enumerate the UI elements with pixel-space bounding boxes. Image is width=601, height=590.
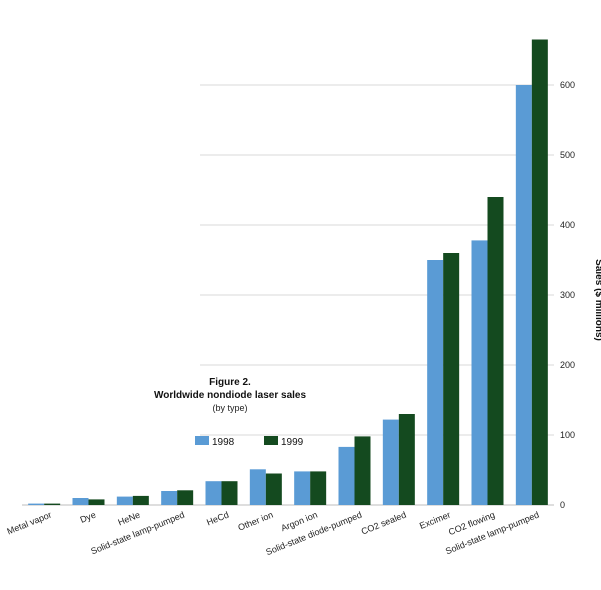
y-tick-label: 300 xyxy=(560,290,575,300)
bar-1998-6 xyxy=(294,471,311,505)
y-tick-label: 400 xyxy=(560,220,575,230)
legend-swatch-1998 xyxy=(195,436,209,445)
x-category-label: HeNe xyxy=(116,510,141,528)
bar-1998-5 xyxy=(249,469,266,505)
bar-1998-0 xyxy=(28,503,45,505)
bar-1998-7 xyxy=(338,446,355,505)
x-category-label: Metal vapor xyxy=(6,510,53,537)
legend: 1998 1999 xyxy=(195,436,304,448)
y-axis-title: Sales ($ millions) xyxy=(593,259,601,341)
bar-1999-2 xyxy=(132,495,149,505)
gridlines xyxy=(22,84,554,506)
bar-1999-11 xyxy=(531,39,548,505)
bar-1999-8 xyxy=(398,414,415,505)
bar-1998-9 xyxy=(427,260,444,505)
bars xyxy=(28,39,548,505)
y-tick-label: 100 xyxy=(560,430,575,440)
bar-1999-5 xyxy=(265,473,282,505)
bar-1999-4 xyxy=(221,481,238,505)
legend-label-1999: 1999 xyxy=(281,437,304,448)
bar-1999-6 xyxy=(310,471,327,505)
x-category-label: CO2 sealed xyxy=(360,510,408,537)
bar-1998-4 xyxy=(205,481,222,505)
y-tick-label: 0 xyxy=(560,500,565,510)
bar-1998-1 xyxy=(72,498,89,505)
y-tick-label: 200 xyxy=(560,360,575,370)
bar-1999-9 xyxy=(443,253,460,505)
bar-1999-3 xyxy=(177,490,194,505)
figure-subtitle: Worldwide nondiode laser sales xyxy=(154,390,307,401)
bar-1999-10 xyxy=(487,197,504,505)
figure-subtitle-2: (by type) xyxy=(212,403,247,413)
y-tick-label: 500 xyxy=(560,150,575,160)
x-category-label: HeCd xyxy=(205,510,230,528)
x-category-label: Dye xyxy=(79,510,98,525)
bar-1998-8 xyxy=(382,419,399,505)
bar-1999-0 xyxy=(44,503,61,505)
legend-label-1998: 1998 xyxy=(212,437,235,448)
y-tick-label: 600 xyxy=(560,80,575,90)
bar-1999-1 xyxy=(88,499,105,505)
y-axis-ticks: 0 100 200 300 400 500 600 xyxy=(560,80,575,510)
figure-title: Figure 2. xyxy=(209,377,251,388)
bar-1998-11 xyxy=(515,85,532,505)
x-category-label: Other ion xyxy=(237,510,275,533)
bar-1999-7 xyxy=(354,436,371,505)
bar-1998-2 xyxy=(116,496,133,505)
legend-swatch-1999 xyxy=(264,436,278,445)
bar-1998-10 xyxy=(471,240,488,505)
bar-1998-3 xyxy=(161,491,178,505)
